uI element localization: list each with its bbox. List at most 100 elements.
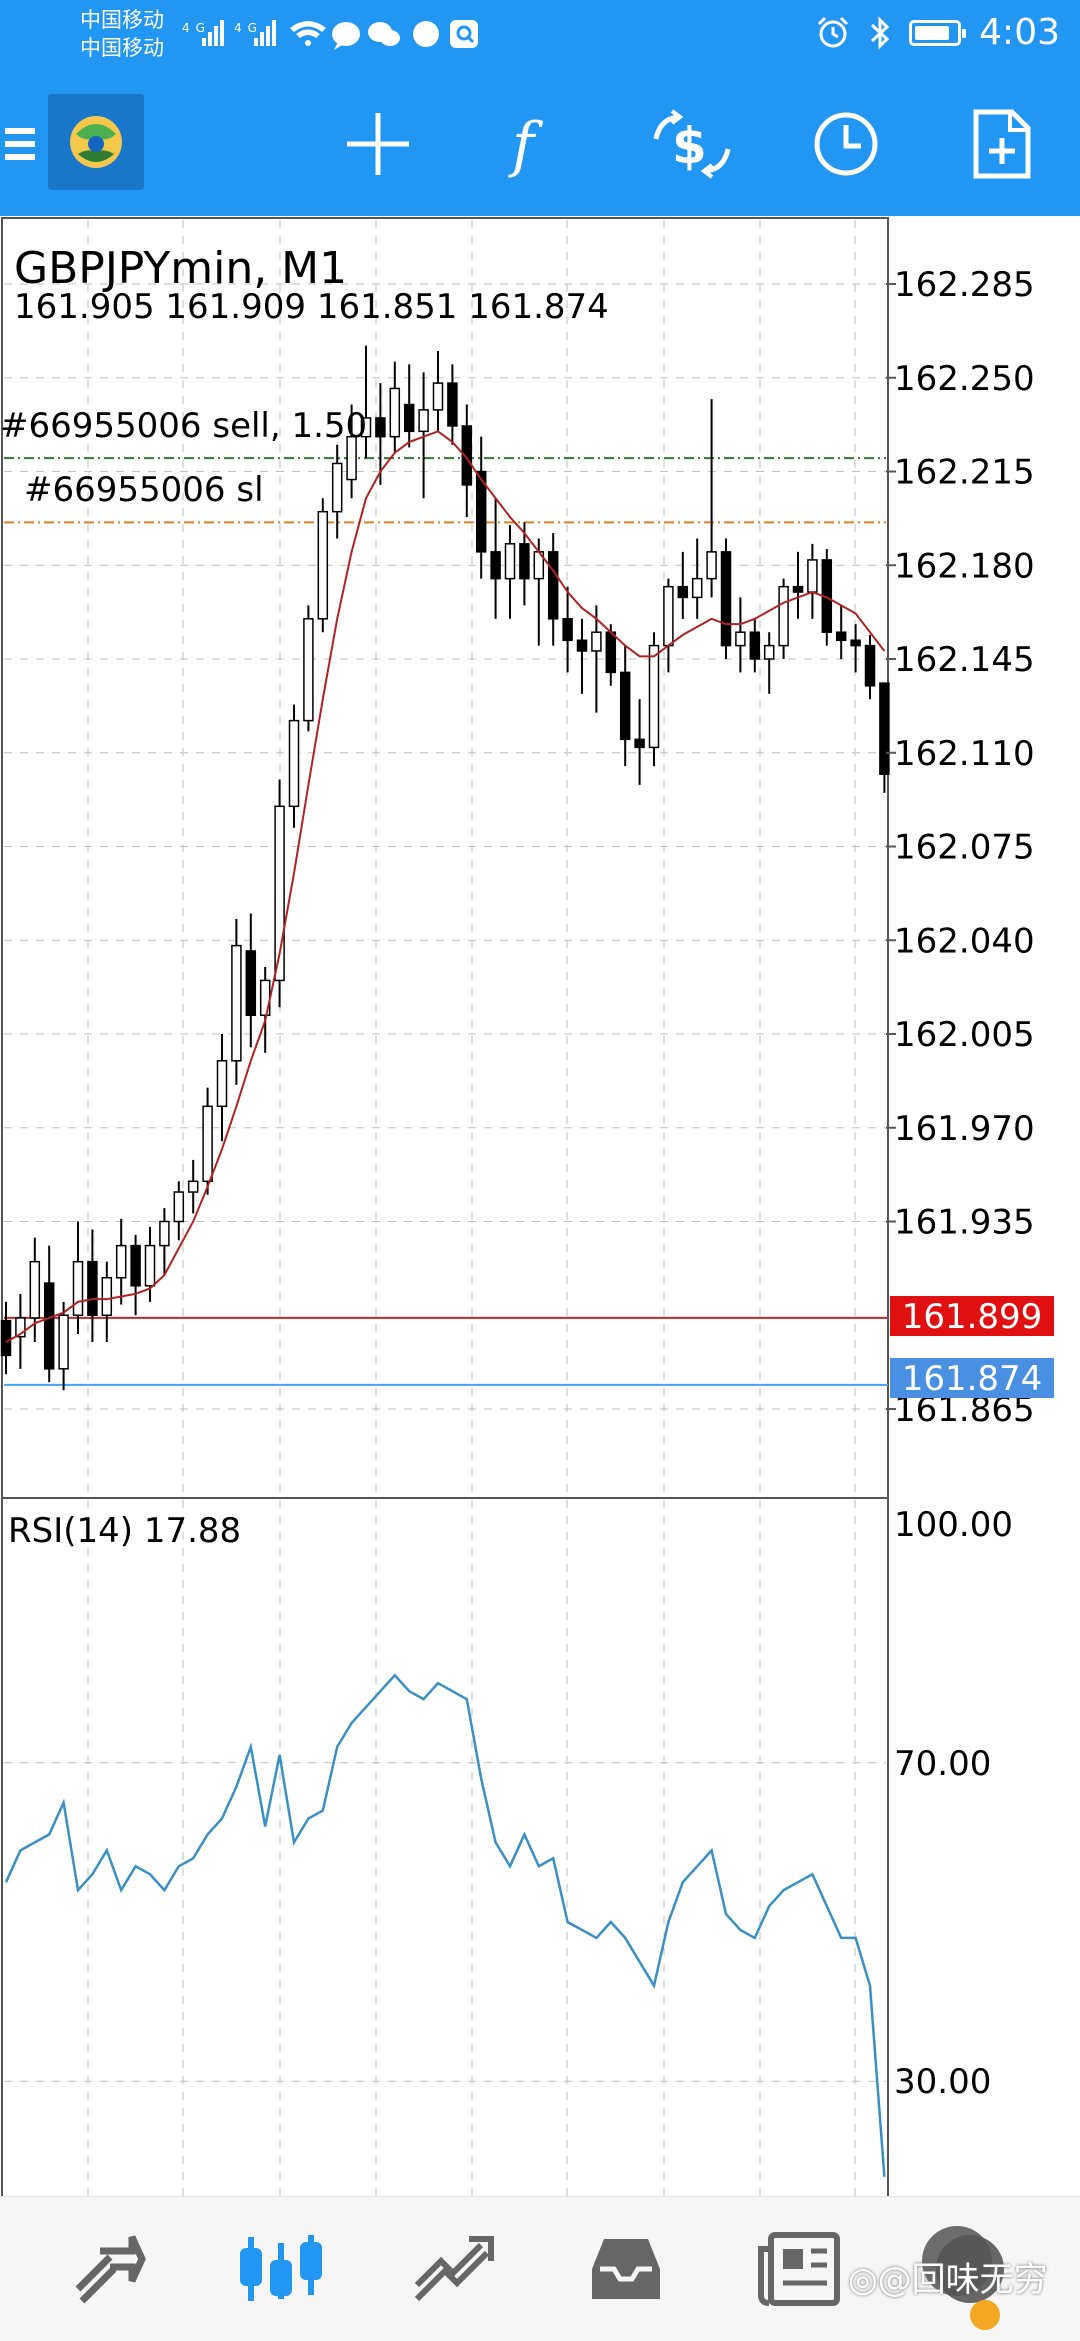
price-tick-label: 162.215 — [894, 453, 1035, 493]
candle — [58, 1301, 69, 1391]
price-tick-label: 162.180 — [894, 546, 1035, 586]
metatrader-logo[interactable] — [48, 94, 144, 190]
new-order-button[interactable] — [950, 72, 1054, 216]
candle — [29, 1237, 41, 1343]
axes: 162.285 162.250 162.215 162.180 162.145 162.1… — [886, 265, 1035, 2102]
metatrader-logo-icon — [70, 116, 122, 168]
nav-quotes[interactable] — [40, 2197, 180, 2341]
watermark-badge — [922, 2226, 992, 2296]
candle — [375, 383, 386, 485]
candle — [87, 1229, 98, 1343]
svg-text:4G: 4G — [234, 21, 263, 35]
quotes-icon — [75, 2235, 146, 2304]
nav-history[interactable] — [556, 2197, 696, 2341]
bid-price-tag: 161.899 — [902, 1297, 1043, 1337]
candle — [0, 1301, 12, 1375]
candle — [389, 361, 401, 453]
watermark-coin-icon — [970, 2300, 1000, 2330]
history-icon — [592, 2239, 660, 2299]
nav-news[interactable] — [730, 2197, 870, 2341]
candle — [648, 632, 660, 767]
carrier-line-1: 中国移动 — [80, 8, 164, 32]
ohlc-values: 161.905 161.909 161.851 161.874 — [14, 287, 609, 327]
candle — [576, 618, 588, 694]
price-tick-label: 161.935 — [894, 1203, 1035, 1243]
chart-canvas[interactable]: 162.285 162.250 162.215 162.180 162.145 162.1… — [0, 216, 1080, 2196]
bottom-navigation — [0, 2196, 1080, 2341]
status-right: 4:03 — [815, 12, 1060, 53]
candle — [519, 522, 530, 606]
chart-area[interactable]: 162.285 162.250 162.215 162.180 162.145 162.1… — [0, 216, 1080, 2196]
nav-chart[interactable] — [212, 2197, 352, 2341]
candle — [879, 682, 890, 793]
candle — [231, 918, 242, 1085]
candle — [72, 1221, 84, 1334]
moving-average-line — [5, 430, 886, 1343]
candle — [835, 605, 847, 659]
candle — [850, 624, 861, 673]
candle — [864, 634, 876, 700]
candle — [159, 1208, 170, 1276]
ask-tag-bg — [890, 1358, 1054, 1398]
candle — [763, 632, 775, 694]
timeframe-button[interactable] — [794, 72, 898, 216]
candle — [562, 586, 573, 673]
symbol-title: GBPJPYmin, M1 — [14, 243, 347, 294]
candle — [461, 404, 473, 518]
candle — [778, 578, 789, 659]
svg-text:4G: 4G — [182, 21, 211, 35]
status-icons: 4G 4G — [182, 14, 512, 65]
candle — [547, 533, 559, 646]
app-toolbar: f $ — [0, 72, 1080, 216]
indicators-button[interactable]: f — [480, 72, 584, 216]
candle — [130, 1234, 141, 1316]
candle — [691, 538, 703, 619]
price-tick-label: 162.145 — [894, 640, 1035, 680]
candle — [792, 551, 804, 619]
nav-trade[interactable] — [384, 2197, 524, 2341]
rsi-tick-label: 70.00 — [894, 1744, 991, 1784]
candle — [331, 444, 343, 539]
price-tick-label: 162.110 — [894, 734, 1035, 774]
candle — [663, 578, 674, 673]
menu-button[interactable] — [0, 72, 40, 216]
candle — [490, 498, 501, 619]
candle — [317, 498, 329, 633]
menu-icon — [5, 128, 35, 160]
candle — [432, 350, 444, 432]
candle — [735, 597, 746, 673]
candle — [101, 1261, 113, 1343]
chart-icon — [240, 2235, 322, 2301]
candle — [403, 364, 415, 448]
rsi-pane-border — [1, 1497, 889, 2196]
candle — [187, 1159, 199, 1214]
rsi-tick-label: 30.00 — [894, 2062, 991, 2102]
candle — [807, 543, 818, 619]
candle — [749, 618, 761, 673]
price-tick-label: 162.250 — [894, 359, 1035, 399]
candle — [346, 404, 357, 499]
crosshair-icon — [347, 113, 409, 175]
rsi-tick-label: 100.00 — [894, 1505, 1013, 1545]
alarm-icon — [818, 16, 849, 47]
price-tick-label: 162.005 — [894, 1015, 1035, 1055]
price-tick-label: 161.970 — [894, 1109, 1035, 1149]
candle — [619, 645, 631, 767]
candle — [245, 913, 257, 1048]
svg-text:f: f — [508, 110, 544, 179]
carrier-info: 中国移动 中国移动 — [80, 6, 164, 62]
candle — [447, 364, 458, 445]
carrier-line-2: 中国移动 — [80, 36, 164, 60]
candle — [15, 1293, 26, 1369]
objects-button[interactable]: $ — [640, 72, 744, 216]
order-label: #66955006 sell, 1.50 — [0, 406, 367, 446]
candle — [418, 372, 429, 499]
candle — [173, 1181, 185, 1241]
crosshair-button[interactable] — [326, 72, 430, 216]
ask-price-tag: 161.874 — [902, 1359, 1043, 1399]
bid-tag-bg — [890, 1296, 1054, 1336]
price-levels — [4, 457, 888, 1386]
rsi-line — [4, 1673, 886, 2177]
candle — [43, 1245, 55, 1383]
candle — [360, 345, 372, 459]
